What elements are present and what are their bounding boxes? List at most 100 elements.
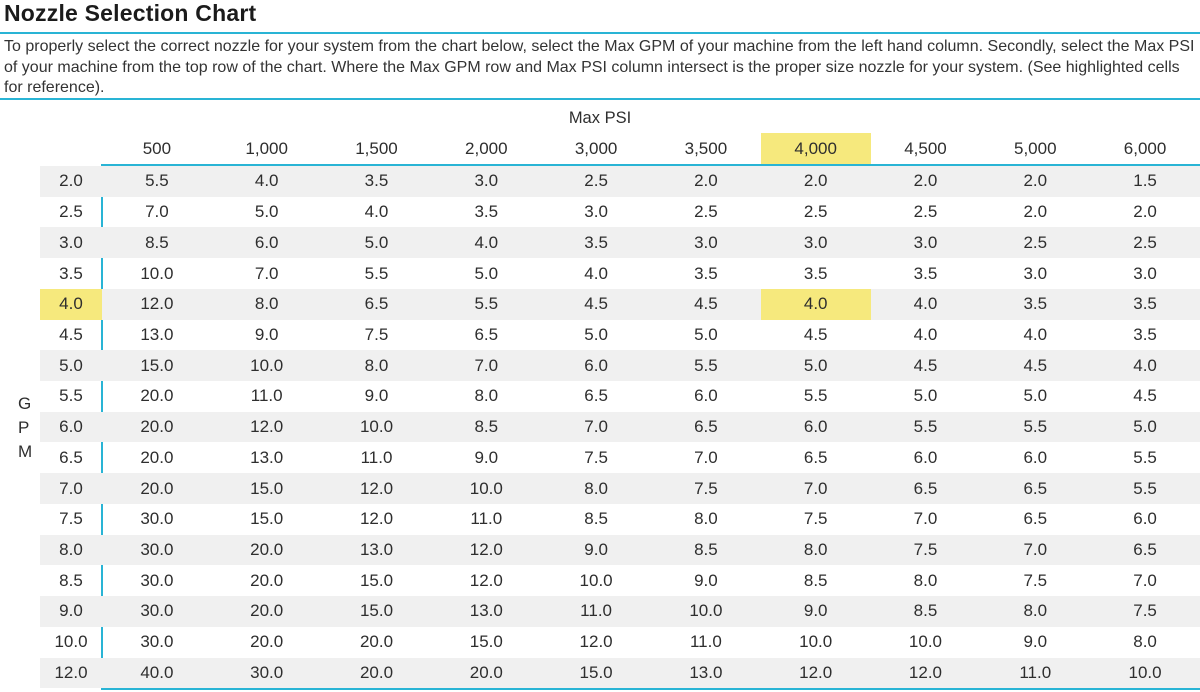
nozzle-cell: 8.5: [870, 596, 981, 627]
nozzle-cell: 7.0: [980, 534, 1091, 566]
table-row: 4.5 13.0 9.0 7.5 6.5 5.0 5.0 4.5 4.0 4.0 3.5: [40, 320, 1200, 351]
nozzle-cell: 12.0: [359, 509, 394, 529]
nozzle-cell: 8.5: [584, 509, 608, 529]
nozzle-cell: 3.5: [980, 288, 1091, 320]
psi-header-cell: 4,000: [760, 133, 871, 164]
nozzle-cell: 7.5: [650, 473, 761, 504]
nozzle-cell: 9.0: [474, 447, 499, 467]
nozzle-cell: 5.5: [980, 411, 1091, 443]
table-row: 6.5 20.0 13.0 11.0 9.0 7.5 7.0 6.5 6.0 6.0 5.5: [40, 442, 1200, 473]
nozzle-table-body: 2.0 5.5 4.0 3.5 3.0 2.5 2.0 2.0 2.0 2.0 1.5 2.5 7.0 5…: [40, 166, 1200, 689]
nozzle-cell: 5.0: [321, 227, 432, 259]
gpm-row-label: 5.0: [40, 350, 102, 382]
nozzle-cell: 15.0: [211, 473, 322, 504]
nozzle-cell: 4.0: [1090, 350, 1200, 382]
gpm-row-label: 3.5: [59, 263, 83, 283]
psi-header-cell: 1,500: [355, 138, 398, 158]
nozzle-cell: 20.0: [211, 534, 322, 566]
nozzle-cell: 20.0: [140, 386, 174, 406]
nozzle-cell: 5.0: [1023, 386, 1048, 406]
table-row: 6.0 20.0 12.0 10.0 8.5 7.0 6.5 6.0 5.5 5.5 5.0: [40, 411, 1200, 443]
nozzle-cell: 3.0: [650, 227, 761, 259]
gpm-row-label: 7.0: [40, 473, 102, 504]
table-row: 4.0 12.0 8.0 6.5 5.5 4.5 4.5 4.0 4.0 3.5 3.5: [40, 288, 1200, 320]
page-title: Nozzle Selection Chart: [4, 0, 257, 26]
nozzle-cell: 3.0: [431, 166, 542, 197]
nozzle-cell: 11.0: [470, 509, 503, 529]
nozzle-cell: 3.5: [321, 166, 432, 197]
nozzle-cell: 4.0: [870, 288, 981, 320]
nozzle-cell: 3.0: [760, 227, 871, 259]
nozzle-cell: 8.0: [760, 534, 871, 566]
nozzle-cell: 8.5: [431, 411, 542, 443]
nozzle-cell: 9.0: [1023, 632, 1048, 652]
table-row: 12.0 40.0 30.0 20.0 20.0 15.0 13.0 12.0 12.0 11.0…: [40, 657, 1200, 689]
nozzle-cell: 2.5: [980, 227, 1091, 259]
nozzle-cell: 5.5: [1133, 447, 1157, 467]
nozzle-cell: 6.5: [650, 411, 761, 443]
nozzle-cell: 12.0: [760, 657, 871, 689]
nozzle-cell: 10.0: [908, 632, 943, 652]
nozzle-cell: 8.5: [650, 534, 761, 566]
nozzle-cell: 12.0: [870, 657, 981, 689]
nozzle-cell: 4.0: [211, 166, 322, 197]
nozzle-cell: 3.5: [803, 263, 828, 283]
table-row: 2.5 7.0 5.0 4.0 3.5 3.0 2.5 2.5 2.5 2.0 2.0: [40, 197, 1200, 228]
nozzle-cell: 15.0: [321, 596, 432, 627]
nozzle-cell: 7.5: [870, 534, 981, 566]
table-row: 2.0 5.5 4.0 3.5 3.0 2.5 2.0 2.0 2.0 2.0 1.5: [40, 166, 1200, 197]
nozzle-cell: 20.0: [250, 632, 284, 652]
psi-header-row: 500 1,000 1,500 2,000 3,000 3,500 4,000 4,500 5,…: [102, 133, 1200, 164]
nozzle-cell: 6.5: [803, 447, 828, 467]
gpm-row-label: 9.0: [40, 596, 102, 627]
table-row: 7.0 20.0 15.0 12.0 10.0 8.0 7.5 7.0 6.5 6.5 5.5: [40, 473, 1200, 504]
nozzle-cell: 5.5: [803, 386, 828, 406]
nozzle-cell: 40.0: [102, 657, 212, 689]
nozzle-cell: 15.0: [541, 657, 651, 689]
nozzle-cell: 10.0: [211, 350, 322, 382]
nozzle-cell: 9.0: [541, 534, 651, 566]
nozzle-cell: 2.5: [913, 202, 938, 222]
gpm-letter-p: P: [18, 418, 30, 437]
nozzle-cell: 9.0: [760, 596, 871, 627]
gpm-row-label: 10.0: [54, 632, 88, 652]
nozzle-cell: 2.0: [650, 166, 761, 197]
nozzle-cell: 10.0: [140, 263, 174, 283]
nozzle-cell: 7.5: [364, 324, 389, 344]
psi-header-cell: 6,000: [1123, 138, 1167, 158]
gpm-letter-m: M: [18, 442, 33, 461]
table-row: 5.0 15.0 10.0 8.0 7.0 6.0 5.5 5.0 4.5 4.5 4.0: [40, 350, 1200, 382]
nozzle-cell: 30.0: [211, 657, 322, 689]
nozzle-cell: 9.0: [254, 324, 279, 344]
nozzle-cell: 6.0: [211, 227, 322, 259]
nozzle-cell: 8.0: [321, 350, 432, 382]
nozzle-cell: 3.0: [1133, 263, 1157, 283]
nozzle-cell: 8.0: [541, 473, 651, 504]
nozzle-cell: 5.5: [102, 166, 212, 197]
nozzle-cell: 20.0: [102, 473, 212, 504]
table-top-border: [102, 164, 1200, 166]
gpm-row-label: 4.0: [40, 288, 102, 320]
psi-header-cell: 3,500: [684, 138, 728, 158]
nozzle-cell: 6.0: [1133, 509, 1157, 529]
nozzle-cell: 2.0: [980, 166, 1091, 197]
nozzle-cell: 4.5: [980, 350, 1091, 382]
nozzle-cell: 13.0: [250, 447, 284, 467]
table-row: 7.5 30.0 15.0 12.0 11.0 8.5 8.0 7.5 7.0 6.5 6.0: [40, 504, 1200, 535]
nozzle-cell: 11.0: [980, 657, 1091, 689]
nozzle-cell: 6.5: [1090, 534, 1200, 566]
gpm-row-label: 6.5: [59, 447, 83, 467]
table-row: 10.0 30.0 20.0 20.0 15.0 12.0 11.0 10.0 10.0 9.0 8…: [40, 627, 1200, 658]
table-row: 5.5 20.0 11.0 9.0 8.0 6.5 6.0 5.5 5.0 5.0 4.5: [40, 381, 1200, 412]
nozzle-cell: 10.0: [579, 570, 613, 590]
nozzle-cell: 10.0: [431, 473, 542, 504]
nozzle-cell: 4.5: [1133, 386, 1157, 406]
max-psi-axis-label: Max PSI: [568, 109, 632, 127]
paragraph-divider-line: [0, 98, 1200, 100]
nozzle-cell: 7.0: [431, 350, 542, 382]
nozzle-cell: 8.0: [474, 386, 499, 406]
nozzle-cell: 12.0: [579, 632, 613, 652]
nozzle-cell: 5.0: [913, 386, 938, 406]
nozzle-cell: 20.0: [321, 657, 432, 689]
psi-header-cell: 5,000: [1014, 138, 1057, 158]
